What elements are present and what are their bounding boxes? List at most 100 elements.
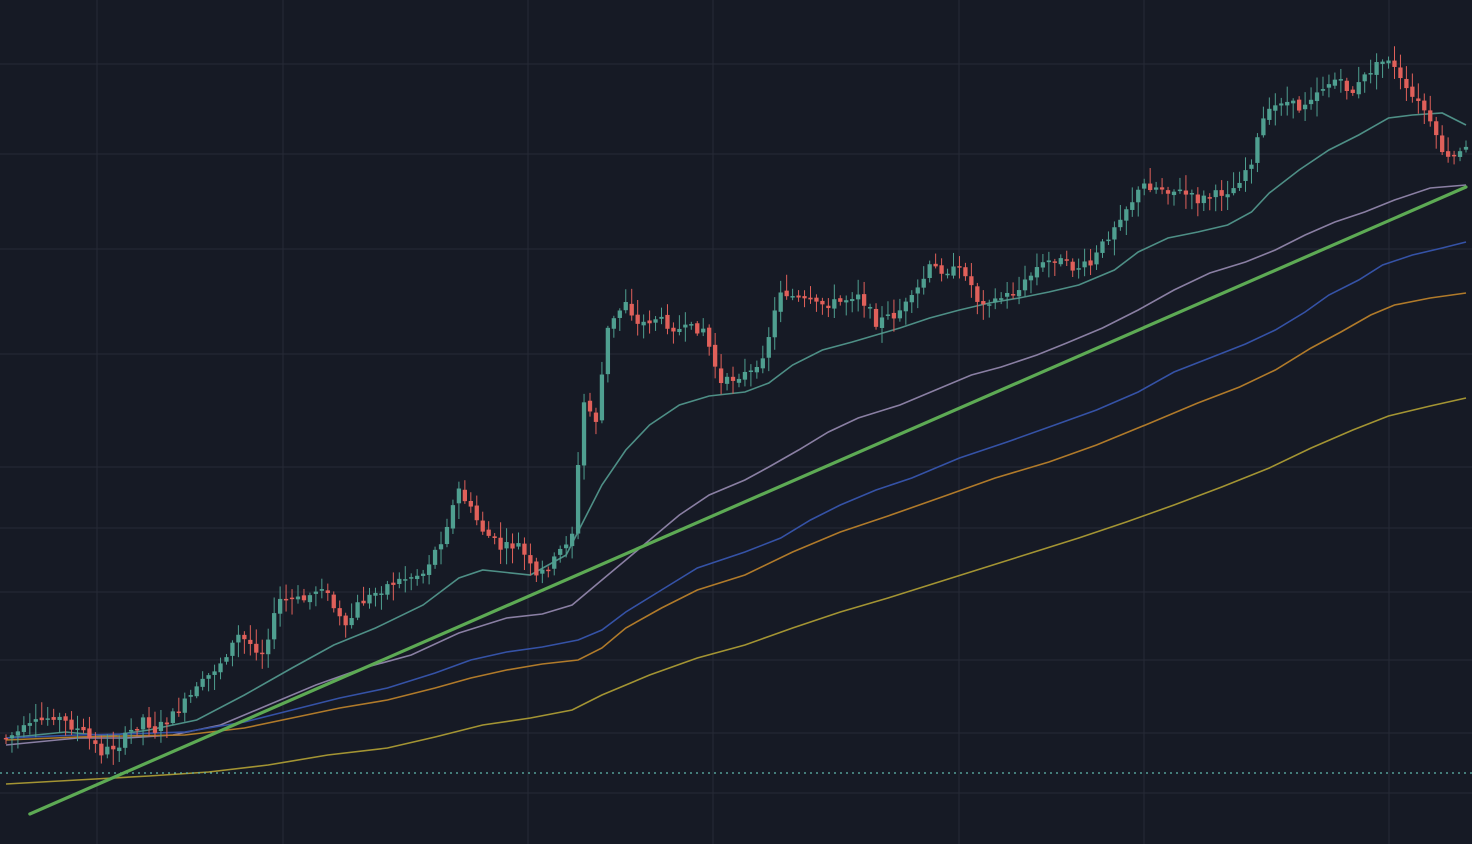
candle-down[interactable] [1451,154,1457,157]
candle-down[interactable] [361,600,366,604]
candle-up[interactable] [1040,262,1046,268]
candle-down[interactable] [480,520,485,532]
candle-up[interactable] [766,337,771,358]
candle-up[interactable] [915,287,920,294]
candle-up[interactable] [951,266,956,276]
candle-up[interactable] [1082,261,1087,268]
candle-up[interactable] [1302,104,1308,110]
candle-up[interactable] [879,317,885,328]
candle-up[interactable] [182,698,187,713]
candle-up[interactable] [1386,60,1391,64]
candle-up[interactable] [1380,61,1385,64]
candle-up[interactable] [927,264,932,278]
candle-up[interactable] [224,657,229,662]
candle-up[interactable] [760,358,765,369]
candle-up[interactable] [1291,100,1296,104]
candle-up[interactable] [1356,82,1361,95]
candle-up[interactable] [1326,84,1332,88]
candle-up[interactable] [272,613,277,640]
candle-up[interactable] [617,310,622,318]
candle-down[interactable] [343,615,348,626]
candle-down[interactable] [522,543,527,555]
candle-down[interactable] [1428,110,1433,122]
candle-down[interactable] [111,745,116,750]
candle-up[interactable] [1004,292,1010,297]
candle-up[interactable] [277,598,283,614]
candle-down[interactable] [242,634,247,640]
candle-down[interactable] [1088,260,1093,266]
candle-up[interactable] [540,569,545,574]
candle-up[interactable] [379,593,384,595]
candle-down[interactable] [164,722,170,725]
candle-up[interactable] [1177,189,1183,192]
candle-down[interactable] [1159,187,1165,190]
candle-up[interactable] [415,575,420,580]
candle-up[interactable] [1094,252,1099,265]
candle-down[interactable] [528,555,533,564]
candle-down[interactable] [546,569,551,572]
candle-up[interactable] [605,327,611,375]
candle-down[interactable] [671,327,676,332]
candle-up[interactable] [117,747,122,752]
candle-up[interactable] [736,378,742,383]
candle-up[interactable] [1320,89,1326,91]
candle-up[interactable] [1124,209,1129,221]
candle-up[interactable] [21,725,27,732]
candle-down[interactable] [468,500,473,507]
candle-up[interactable] [724,376,730,384]
candle-up[interactable] [742,371,748,380]
candle-down[interactable] [254,643,259,653]
candle-up[interactable] [140,717,146,730]
candle-up[interactable] [516,543,521,547]
candle-down[interactable] [1392,60,1397,67]
candle-up[interactable] [748,370,754,372]
candle-up[interactable] [367,594,372,604]
candle-down[interactable] [391,582,396,585]
candle-up[interactable] [456,488,462,504]
candle-down[interactable] [146,717,152,728]
candle-up[interactable] [409,577,414,579]
candle-down[interactable] [492,536,497,538]
candle-down[interactable] [1398,67,1403,79]
candle-up[interactable] [1243,170,1248,181]
candle-down[interactable] [647,320,652,324]
candle-up[interactable] [1028,275,1034,281]
candle-down[interactable] [826,305,831,309]
candle-up[interactable] [15,731,21,736]
candle-up[interactable] [57,716,62,721]
candle-up[interactable] [772,310,777,338]
candle-down[interactable] [1422,100,1427,111]
candle-up[interactable] [1285,101,1290,106]
candle-up[interactable] [1034,267,1040,278]
candle-up[interactable] [1368,73,1373,75]
candle-down[interactable] [534,561,539,576]
candle-up[interactable] [212,671,217,675]
candle-up[interactable] [1255,137,1260,163]
candle-down[interactable] [152,726,158,733]
candle-up[interactable] [1463,146,1469,150]
candle-down[interactable] [587,400,593,412]
candle-up[interactable] [1225,194,1230,198]
candle-up[interactable] [1130,202,1135,210]
candle-up[interactable] [307,595,313,603]
candle-up[interactable] [581,402,587,466]
candle-up[interactable] [420,573,426,576]
candle-up[interactable] [653,319,658,323]
candle-down[interactable] [134,729,140,731]
candle-up[interactable] [158,721,164,732]
candle-down[interactable] [1195,194,1200,204]
candle-down[interactable] [289,597,295,600]
candle-down[interactable] [861,294,867,306]
candle-down[interactable] [1052,261,1057,263]
candle-down[interactable] [695,323,700,334]
candle-up[interactable] [1016,290,1022,297]
candle-down[interactable] [1440,135,1445,153]
candle-up[interactable] [266,639,271,655]
candle-down[interactable] [99,743,104,756]
candle-up[interactable] [1136,189,1141,203]
candle-down[interactable] [93,740,98,744]
candle-up[interactable] [993,298,998,303]
candle-up[interactable] [432,549,438,565]
candle-down[interactable] [260,652,265,655]
candle-up[interactable] [552,556,557,569]
